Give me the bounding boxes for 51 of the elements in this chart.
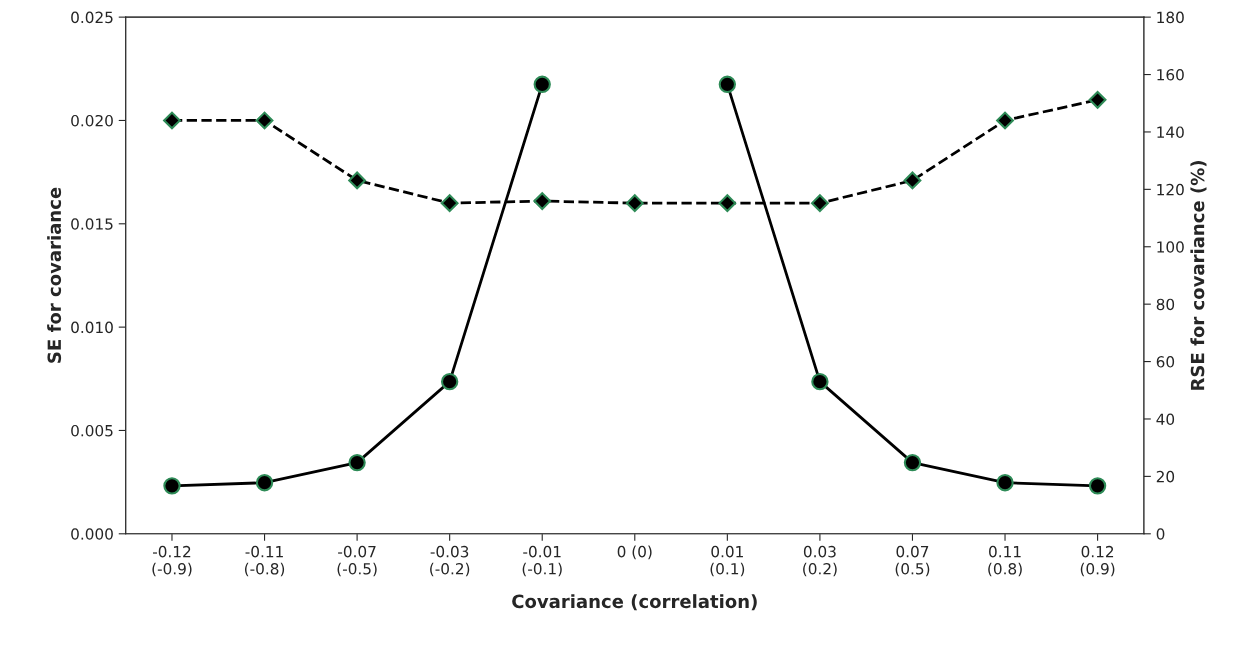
y2-tick-label: 20 [1156,470,1175,483]
point [718,75,737,93]
point [996,111,1014,130]
point [811,372,829,391]
y2-tick-label: 80 [1156,298,1175,311]
y-tick-label: 0.020 [71,114,113,127]
point [1088,90,1107,109]
y2-tick-label: 40 [1156,413,1175,425]
point [255,474,274,492]
x-tick-label: -0.03 (-0.2) [430,545,470,577]
x-tick-label: 0.03 (0.2) [803,545,837,577]
x-tick-label: -0.11 (-0.8) [244,545,285,577]
x-axis-title: Covariance (correlation) [512,594,757,611]
point [903,453,922,472]
point [163,111,181,130]
y2-tick-label: 100 [1157,241,1184,253]
x-tick-label: 0.12 (0.9) [1080,545,1115,577]
x-tick-label: 0.01 (0.1) [710,545,745,577]
x-tick-label: -0.07 (-0.5) [337,545,377,577]
y-tick-label: 0.025 [71,11,113,24]
x-tick-label: 0 (0) [617,545,652,560]
x-tick-label: -0.01 (-0.1) [522,545,562,577]
x-tick-label: -0.12 (-0.9) [152,545,192,577]
point [163,477,181,495]
point [255,111,274,130]
point [625,194,644,213]
y-tick-label: 0.010 [71,321,113,334]
point [440,372,459,391]
point [718,194,737,213]
point [533,192,552,210]
y2-tick-label: 60 [1156,356,1175,368]
point [533,75,551,93]
x-tick-label: 0.07 (0.5) [895,545,930,577]
y2-tick-label: 0 [1156,528,1165,540]
y-tick-label: 0.000 [71,528,113,540]
x-tick-label: 0.11 (0.8) [988,545,1022,577]
point [996,474,1014,492]
point [811,194,829,213]
y2-tick-label: 140 [1157,126,1184,138]
point [348,171,366,190]
point [440,194,459,213]
point [348,453,366,472]
y2-tick-label: 160 [1157,69,1184,81]
y-axis-title: SE for covariance [47,187,62,363]
y2-axis-title: RSE for covariance (%) [1190,161,1207,390]
y2-tick-label: 180 [1157,11,1184,24]
y2-tick-label: 120 [1157,183,1184,196]
y-tick-label: 0.015 [71,218,113,230]
y-tick-label: 0.005 [71,424,113,437]
point [903,171,922,190]
point [1088,477,1107,495]
